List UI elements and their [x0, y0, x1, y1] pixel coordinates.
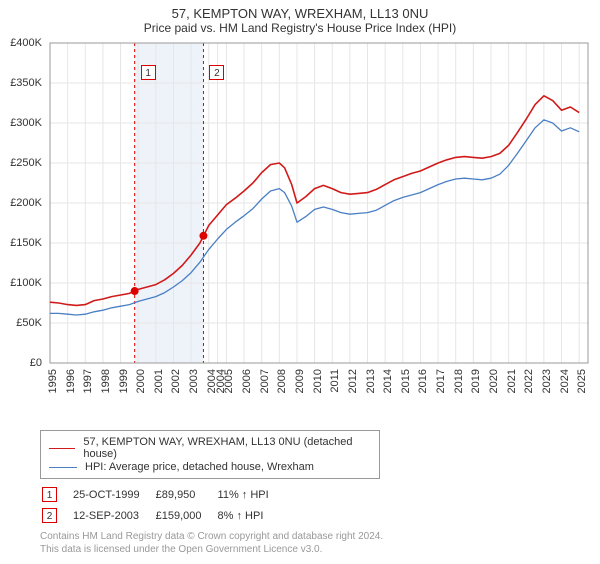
legend-row: HPI: Average price, detached house, Wrex…: [49, 461, 371, 473]
x-axis-tick-label: 2010: [312, 369, 324, 393]
footer-attribution: Contains HM Land Registry data © Crown c…: [40, 531, 590, 556]
legend-swatch: [49, 448, 75, 449]
x-axis-tick-label: 2012: [347, 369, 359, 393]
x-axis-tick-label: 2014: [382, 369, 394, 393]
x-axis-tick-label: 2022: [523, 369, 535, 393]
x-axis-tick-label: 2003: [188, 369, 200, 393]
marker-date: 25-OCT-1999: [73, 485, 154, 504]
marker-row: 1 25-OCT-1999£89,95011% ↑ HPI: [42, 485, 283, 504]
footer-line-2: This data is licensed under the Open Gov…: [40, 544, 590, 557]
y-axis-tick-label: £150K: [2, 237, 42, 249]
y-axis-tick-label: £350K: [2, 77, 42, 89]
x-axis-tick-label: 2018: [453, 369, 465, 393]
chart-area: £0£50K£100K£150K£200K£250K£300K£350K£400…: [10, 39, 590, 424]
legend-swatch: [49, 467, 77, 468]
x-axis-tick-label: 1998: [100, 369, 112, 393]
x-axis-tick-label: 2013: [365, 369, 377, 393]
chart-title: 57, KEMPTON WAY, WREXHAM, LL13 0NU: [10, 6, 590, 21]
x-axis-tick-label: 1997: [82, 369, 94, 393]
marker-number: 2: [42, 508, 57, 523]
x-axis-tick-label: 2015: [400, 369, 412, 393]
marker-date: 12-SEP-2003: [73, 506, 154, 525]
x-axis-tick-label: 2008: [276, 369, 288, 393]
marker-number: 1: [42, 487, 57, 502]
x-axis-tick-label: 2005: [223, 369, 235, 393]
event-marker-1: 1: [141, 65, 156, 80]
x-axis-tick-label: 2025: [576, 369, 588, 393]
x-axis-tick-label: 2021: [506, 369, 518, 393]
x-axis-tick-label: 2001: [153, 369, 165, 393]
y-axis-tick-label: £0: [2, 357, 42, 369]
legend-label: 57, KEMPTON WAY, WREXHAM, LL13 0NU (deta…: [83, 436, 371, 460]
y-axis-tick-label: £200K: [2, 197, 42, 209]
legend-label: HPI: Average price, detached house, Wrex…: [85, 461, 314, 473]
marker-price: £89,950: [156, 485, 216, 504]
x-axis-tick-label: 2011: [329, 369, 341, 393]
marker-pct: 11% ↑ HPI: [218, 485, 283, 504]
event-marker-2: 2: [209, 65, 224, 80]
x-axis-tick-label: 2019: [470, 369, 482, 393]
x-axis-tick-label: 2007: [259, 369, 271, 393]
y-axis-tick-label: £100K: [2, 277, 42, 289]
x-axis-tick-label: 2023: [541, 369, 553, 393]
x-axis-tick-label: 1995: [47, 369, 59, 393]
chart-subtitle: Price paid vs. HM Land Registry's House …: [10, 21, 590, 35]
y-axis-tick-label: £400K: [2, 37, 42, 49]
x-axis-tick-label: 2020: [488, 369, 500, 393]
price-chart: [10, 39, 590, 423]
legend-row: 57, KEMPTON WAY, WREXHAM, LL13 0NU (deta…: [49, 436, 371, 460]
event-markers-table: 1 25-OCT-1999£89,95011% ↑ HPI 2 12-SEP-2003…: [40, 483, 285, 527]
x-axis-tick-label: 2024: [559, 369, 571, 393]
footer-line-1: Contains HM Land Registry data © Crown c…: [40, 531, 590, 544]
y-axis-tick-label: £250K: [2, 157, 42, 169]
marker-pct: 8% ↑ HPI: [218, 506, 283, 525]
y-axis-tick-label: £50K: [2, 317, 42, 329]
x-axis-tick-label: 1996: [65, 369, 77, 393]
x-axis-tick-label: 2006: [241, 369, 253, 393]
marker-row: 2 12-SEP-2003£159,0008% ↑ HPI: [42, 506, 283, 525]
legend-box: 57, KEMPTON WAY, WREXHAM, LL13 0NU (deta…: [40, 430, 380, 479]
x-axis-tick-label: 1999: [118, 369, 130, 393]
x-axis-tick-label: 2000: [135, 369, 147, 393]
x-axis-tick-label: 2017: [435, 369, 447, 393]
x-axis-tick-label: 2009: [294, 369, 306, 393]
marker-price: £159,000: [156, 506, 216, 525]
x-axis-tick-label: 2016: [417, 369, 429, 393]
y-axis-tick-label: £300K: [2, 117, 42, 129]
x-axis-tick-label: 2002: [170, 369, 182, 393]
